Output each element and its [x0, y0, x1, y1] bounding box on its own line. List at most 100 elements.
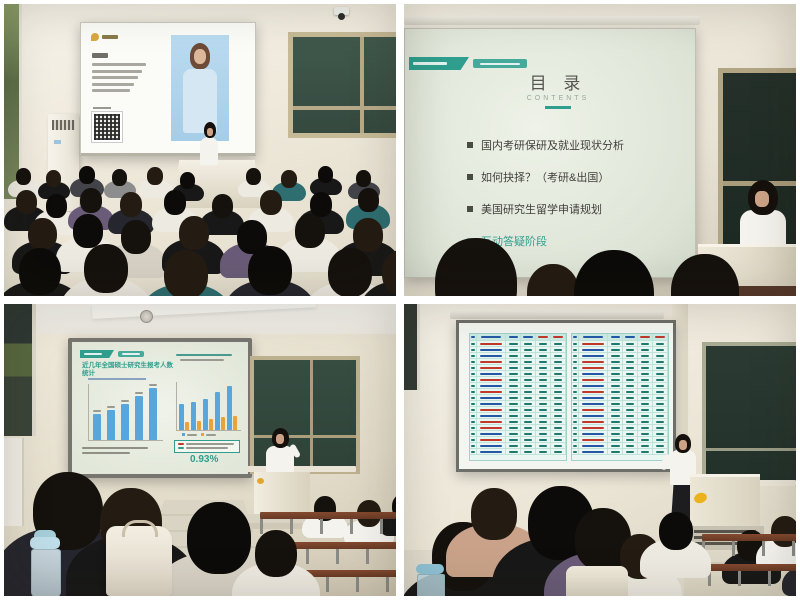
- table-header-row: [470, 334, 566, 341]
- table-cell: [536, 389, 552, 394]
- university-name: [479, 354, 503, 357]
- audience: [404, 304, 796, 596]
- speaker-bio-line: [92, 76, 138, 79]
- table-cell: [551, 389, 566, 394]
- student: [4, 248, 85, 296]
- table-cell: [623, 431, 639, 436]
- score-value: [471, 390, 475, 393]
- table-row: [470, 353, 566, 359]
- table-cell: [653, 353, 668, 358]
- table-cell: [477, 407, 507, 412]
- score-value: [509, 348, 518, 351]
- university-name: [581, 396, 605, 399]
- chalkboard-frame-divider: [706, 448, 796, 451]
- table-cell: [551, 443, 566, 448]
- table-cell: [477, 449, 507, 454]
- student-head: [164, 250, 209, 296]
- score-value: [539, 408, 548, 411]
- student-head: [164, 190, 187, 215]
- score-value: [641, 420, 650, 423]
- student-head: [211, 194, 233, 218]
- university-name: [479, 438, 503, 441]
- score-value: [509, 438, 518, 441]
- chalkboard: [288, 32, 396, 138]
- score-value: [553, 426, 563, 429]
- student-head: [471, 488, 518, 540]
- score-value: [471, 342, 475, 345]
- chart-bar: [121, 404, 129, 440]
- table-cell: [551, 371, 566, 376]
- score-value: [573, 366, 577, 369]
- table-cell: [579, 407, 609, 412]
- summary-text-line: [82, 447, 148, 449]
- university-name: [581, 420, 605, 423]
- lectern-logo-icon: [257, 478, 264, 484]
- table-row: [572, 389, 668, 395]
- table-cell: [506, 449, 522, 454]
- score-value: [471, 366, 475, 369]
- chalkboard-frame-divider: [293, 106, 396, 111]
- score-value: [626, 354, 635, 357]
- portrait-face: [194, 49, 206, 64]
- table-cell: [470, 395, 477, 400]
- table-cell: [623, 389, 639, 394]
- student: [140, 250, 233, 296]
- university-name: [479, 450, 503, 453]
- table-row: [572, 419, 668, 425]
- score-value: [655, 366, 665, 369]
- chart-bar-orange: [185, 422, 189, 430]
- table-cell: [638, 365, 654, 370]
- score-value: [524, 420, 533, 423]
- table-cell: [653, 401, 668, 406]
- student-head: [84, 244, 129, 294]
- score-value: [509, 432, 518, 435]
- table-cell: [521, 413, 537, 418]
- score-value: [524, 378, 533, 381]
- table-header-cell: [653, 334, 668, 340]
- brand-logo-mark-icon: [91, 33, 99, 41]
- table-cell: [608, 407, 624, 412]
- header-label: [523, 336, 534, 338]
- score-value: [611, 408, 620, 411]
- score-value: [471, 396, 475, 399]
- table-header-cell: [470, 334, 477, 340]
- header-label: [538, 336, 548, 338]
- score-value: [471, 420, 475, 423]
- table-cell: [470, 377, 477, 382]
- table-cell: [608, 389, 624, 394]
- table-cell: [608, 443, 624, 448]
- table-cell: [653, 443, 668, 448]
- university-name: [581, 444, 605, 447]
- slide-contents: 目 录 CONTENTS 国内考研保研及就业现状分析 如何抉择？（考研&出国） 美国…: [409, 33, 691, 273]
- contents-underline: [545, 106, 571, 109]
- score-value: [524, 414, 533, 417]
- table-cell: [579, 377, 609, 382]
- table-row: [470, 359, 566, 365]
- table-cell: [506, 431, 522, 436]
- student-head: [187, 502, 252, 574]
- score-value: [509, 396, 518, 399]
- table-cell: [572, 425, 579, 430]
- score-value: [509, 414, 518, 417]
- projector-screen: [456, 320, 676, 472]
- student-head: [120, 192, 143, 217]
- university-name: [581, 366, 605, 369]
- table-cell: [506, 359, 522, 364]
- table-cell: [623, 341, 639, 346]
- header-label: [553, 336, 563, 338]
- score-value: [553, 396, 563, 399]
- table-cell: [551, 377, 566, 382]
- score-value: [626, 360, 635, 363]
- table-cell: [579, 395, 609, 400]
- qr-caption: [93, 107, 111, 109]
- table-cell: [623, 413, 639, 418]
- university-name: [581, 438, 605, 441]
- table-cell: [579, 419, 609, 424]
- score-value: [539, 432, 548, 435]
- score-value: [655, 396, 665, 399]
- air-conditioner: [4, 438, 24, 526]
- score-value: [509, 444, 518, 447]
- table-cell: [536, 449, 552, 454]
- score-value: [471, 408, 475, 411]
- table-header-cell: [572, 334, 579, 340]
